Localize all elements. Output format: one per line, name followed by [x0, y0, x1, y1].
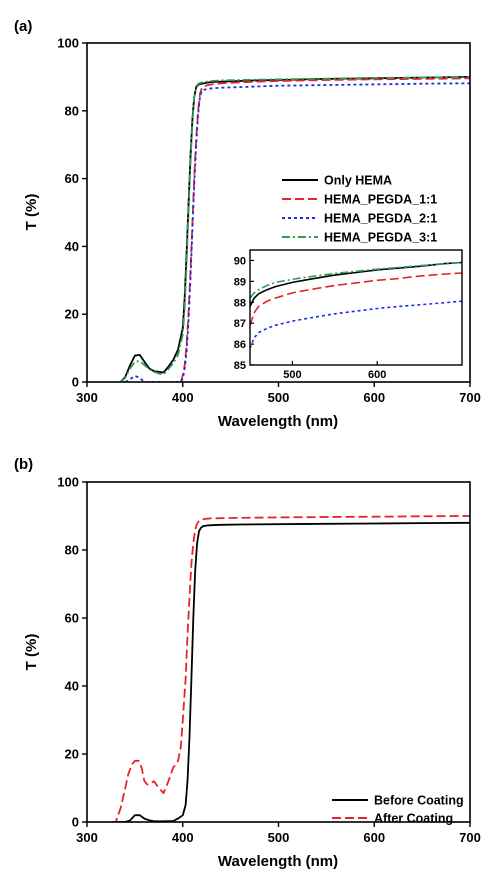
panel-b-legend-label-after-coating: After Coating [374, 812, 453, 826]
panel-a-x-tick-label: 600 [363, 390, 385, 405]
panel-b-label: (b) [14, 456, 33, 473]
panel-a-x-axis-title: Wavelength (nm) [218, 413, 338, 430]
inset-y-tick-label: 86 [234, 339, 246, 351]
inset-axes-frame [249, 249, 463, 366]
panel-a-y-tick-label: 80 [65, 103, 79, 118]
panel-a-legend-label-only-hema: Only HEMA [324, 174, 392, 188]
panel-a-x-tick-label: 400 [172, 390, 194, 405]
panel-b-x-axis-title: Wavelength (nm) [218, 853, 338, 870]
inset-y-tick-label: 87 [234, 318, 246, 330]
panel-b-series-before-coating [115, 521, 470, 822]
panel-b-y-tick-label: 80 [65, 543, 79, 558]
panel-a-series-hema-pegda-1-1 [179, 77, 470, 382]
panel-a-y-axis-title: T (%) [23, 194, 40, 231]
inset-y-tick-label: 85 [234, 360, 246, 372]
panel-b-legend: Before Coating After Coating [332, 794, 464, 826]
panel-a-x-tick-label: 700 [459, 390, 481, 405]
panel-b-series-after-coating [110, 515, 470, 822]
panel-a-y-tick-label: 100 [57, 36, 79, 51]
panel-b-y-tick-label: 20 [65, 747, 79, 762]
inset-y-tick-label: 90 [234, 255, 246, 267]
panel-a-y-tick-label: 0 [72, 375, 79, 390]
panel-b-x-tick-label: 500 [268, 830, 290, 845]
panel-b-x-tick-label: 300 [76, 830, 98, 845]
panel-a-x-tick-label: 300 [76, 390, 98, 405]
panel-a-legend: Only HEMA HEMA_PEGDA_1:1 HEMA_PEGDA_2:1 HEM… [282, 174, 437, 245]
inset-series-group [250, 261, 462, 349]
panel-a-label: (a) [14, 18, 32, 35]
panel-a-series-hema-pegda-3-1 [119, 76, 470, 382]
inset-x-tick-label: 500 [283, 369, 301, 381]
panel-a: (a) 300 400 500 600 700 0 20 40 60 80 100 Wavelength… [14, 18, 481, 430]
panel-a-y-tick-label: 60 [65, 171, 79, 186]
panel-b-x-tick-label: 600 [363, 830, 385, 845]
inset-series-hema-pegda-3-1 [250, 261, 462, 299]
inset-y-tick-label: 89 [234, 276, 246, 288]
panel-b-series-group [110, 515, 470, 822]
panel-b-plot-area [87, 482, 470, 822]
inset-series-hema-pegda-2-1 [250, 300, 462, 349]
panel-b-y-axis-title: T (%) [23, 634, 40, 671]
panel-a-x-tick-label: 500 [268, 390, 290, 405]
panel-a-series-hema-pegda-2-1 [124, 82, 470, 382]
panel-a-inset: 500 600 85 86 87 88 89 90 [234, 249, 463, 381]
panel-b-legend-label-before-coating: Before Coating [374, 794, 464, 808]
panel-a-legend-label-hema-pegda-3-1: HEMA_PEGDA_3:1 [324, 231, 437, 245]
panel-b-x-tick-label: 700 [459, 830, 481, 845]
panel-b-y-tick-label: 100 [57, 475, 79, 490]
panel-b: (b) 300 400 500 600 700 0 20 40 60 80 100 Wavelength… [14, 456, 481, 870]
inset-y-tick-label: 88 [234, 297, 246, 309]
panel-b-y-tick-label: 0 [72, 815, 79, 830]
panel-a-legend-label-hema-pegda-2-1: HEMA_PEGDA_2:1 [324, 212, 437, 226]
inset-x-tick-label: 600 [368, 369, 386, 381]
panel-a-y-tick-label: 40 [65, 239, 79, 254]
panel-a-legend-label-hema-pegda-1-1: HEMA_PEGDA_1:1 [324, 193, 437, 207]
inset-plot-area [250, 250, 462, 365]
panel-a-y-tick-label: 20 [65, 307, 79, 322]
panel-b-x-tick-label: 400 [172, 830, 194, 845]
panel-b-y-tick-label: 40 [65, 679, 79, 694]
panel-b-y-tick-label: 60 [65, 611, 79, 626]
panel-a-series-group [119, 76, 470, 382]
